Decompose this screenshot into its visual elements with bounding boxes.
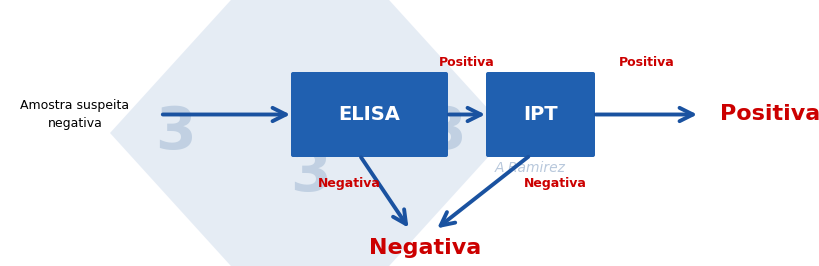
FancyBboxPatch shape xyxy=(486,72,595,157)
Text: Positiva: Positiva xyxy=(439,56,495,69)
Text: Positiva: Positiva xyxy=(719,105,819,124)
Text: 3: 3 xyxy=(289,147,330,203)
Text: A Ramirez: A Ramirez xyxy=(494,161,565,175)
Text: Amostra suspeita
negativa: Amostra suspeita negativa xyxy=(20,99,129,130)
Text: 3: 3 xyxy=(424,105,464,161)
Text: ELISA: ELISA xyxy=(338,105,400,124)
Text: IPT: IPT xyxy=(523,105,557,124)
Text: Negativa: Negativa xyxy=(523,177,586,189)
Polygon shape xyxy=(110,0,509,266)
Text: Negativa: Negativa xyxy=(318,177,381,189)
Text: Negativa: Negativa xyxy=(369,238,481,258)
Text: Positiva: Positiva xyxy=(618,56,673,69)
FancyBboxPatch shape xyxy=(291,72,447,157)
Text: 3: 3 xyxy=(155,105,195,161)
